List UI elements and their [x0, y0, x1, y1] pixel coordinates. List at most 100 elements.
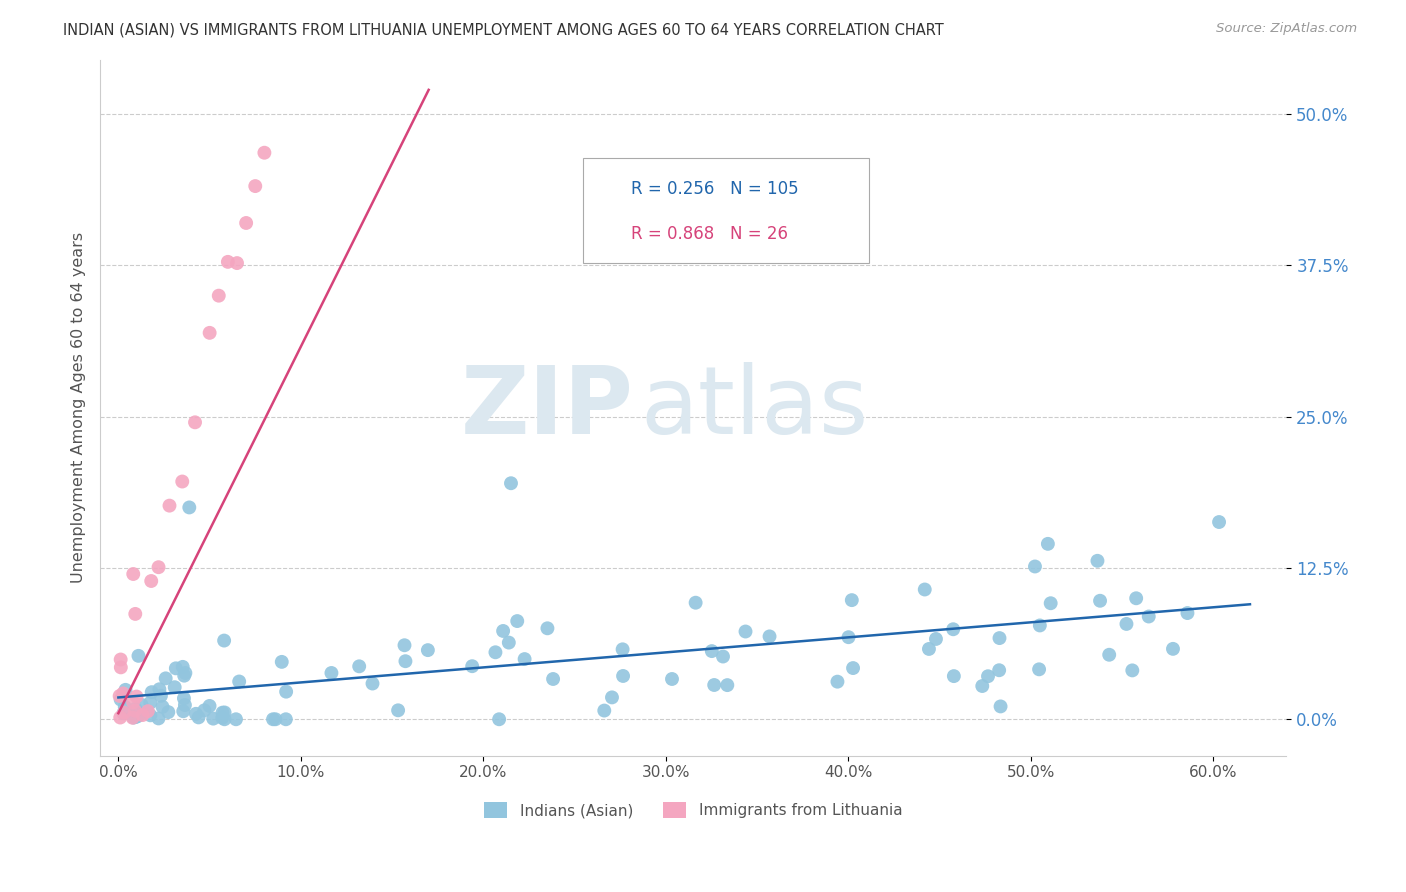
- Point: [173, 691, 195, 706]
- Point: [174, 665, 197, 680]
- Point: [416, 643, 439, 657]
- Point: [174, 698, 197, 712]
- Point: [121, 711, 143, 725]
- Point: [124, 710, 146, 724]
- Point: [506, 614, 529, 628]
- Point: [112, 706, 135, 721]
- Point: [245, 179, 267, 194]
- Point: [394, 638, 416, 652]
- Point: [124, 702, 146, 716]
- Point: [499, 476, 522, 491]
- Point: [110, 652, 132, 666]
- Point: [276, 684, 298, 698]
- Point: [492, 624, 515, 638]
- Point: [988, 631, 1011, 645]
- Point: [484, 645, 506, 659]
- Point: [129, 706, 152, 721]
- Point: [122, 695, 145, 709]
- Point: [124, 607, 146, 621]
- Point: [990, 699, 1012, 714]
- Point: [612, 669, 634, 683]
- Point: [703, 678, 725, 692]
- Point: [972, 679, 994, 693]
- Point: [139, 696, 162, 710]
- Point: [536, 621, 558, 635]
- Point: [716, 678, 738, 692]
- Point: [149, 689, 172, 703]
- Point: [141, 685, 163, 699]
- Point: [387, 703, 409, 717]
- Point: [125, 690, 148, 704]
- Point: [270, 655, 292, 669]
- Point: [165, 661, 187, 675]
- Point: [211, 706, 233, 720]
- Point: [612, 642, 634, 657]
- Point: [198, 698, 221, 713]
- Point: [173, 668, 195, 682]
- Point: [148, 560, 170, 574]
- Point: [1087, 554, 1109, 568]
- Point: [122, 567, 145, 582]
- Point: [184, 706, 207, 721]
- Point: [914, 582, 936, 597]
- Point: [1161, 641, 1184, 656]
- Point: [131, 698, 153, 712]
- Point: [114, 682, 136, 697]
- Point: [122, 710, 145, 724]
- Point: [541, 672, 564, 686]
- Point: [734, 624, 756, 639]
- Point: [1177, 606, 1199, 620]
- Point: [125, 709, 148, 723]
- Point: [148, 682, 170, 697]
- Point: [842, 661, 865, 675]
- Point: [193, 703, 215, 717]
- Point: [112, 706, 135, 720]
- Legend: Indians (Asian), Immigrants from Lithuania: Indians (Asian), Immigrants from Lithuan…: [478, 797, 908, 824]
- Point: [110, 710, 132, 724]
- Point: [131, 708, 153, 723]
- Point: [942, 669, 965, 683]
- Point: [202, 712, 225, 726]
- Point: [152, 699, 174, 714]
- Point: [700, 644, 723, 658]
- Point: [136, 704, 159, 718]
- Point: [1137, 609, 1160, 624]
- Point: [198, 326, 221, 340]
- Point: [110, 692, 132, 706]
- Point: [108, 689, 131, 703]
- Text: ZIP: ZIP: [461, 361, 634, 454]
- Point: [685, 596, 707, 610]
- Point: [112, 686, 135, 700]
- Point: [172, 704, 194, 718]
- Point: [228, 674, 250, 689]
- Point: [1039, 596, 1062, 610]
- Point: [942, 622, 965, 636]
- Point: [498, 635, 520, 649]
- Text: atlas: atlas: [640, 361, 868, 454]
- Point: [918, 642, 941, 657]
- Point: [114, 699, 136, 714]
- Point: [925, 632, 948, 646]
- Point: [262, 712, 284, 726]
- Point: [661, 672, 683, 686]
- Point: [253, 145, 276, 160]
- Point: [172, 475, 194, 489]
- Point: [1115, 616, 1137, 631]
- Point: [394, 654, 416, 668]
- Point: [157, 705, 180, 719]
- Point: [758, 629, 780, 643]
- Point: [212, 633, 235, 648]
- Point: [837, 630, 859, 644]
- Point: [461, 659, 484, 673]
- Point: [110, 660, 132, 674]
- Point: [127, 708, 149, 723]
- Point: [159, 499, 181, 513]
- Point: [187, 710, 209, 724]
- Point: [127, 648, 149, 663]
- Text: R = 0.868   N = 26: R = 0.868 N = 26: [631, 225, 789, 244]
- Text: R = 0.256   N = 105: R = 0.256 N = 105: [631, 180, 799, 198]
- Point: [1125, 591, 1147, 606]
- Point: [1088, 594, 1111, 608]
- Point: [600, 690, 623, 705]
- Point: [235, 216, 257, 230]
